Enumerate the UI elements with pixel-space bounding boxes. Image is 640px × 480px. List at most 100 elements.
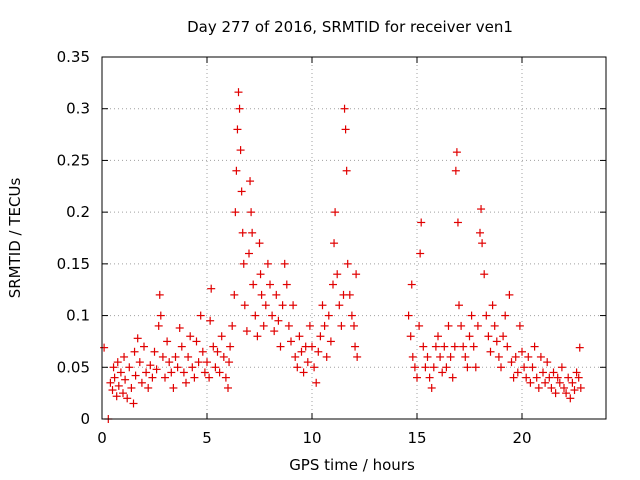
data-point [545,373,554,382]
data-point [112,392,121,401]
data-point [562,389,571,398]
data-point [133,334,142,343]
data-point [326,337,335,346]
data-point [494,352,503,361]
data-point [436,352,445,361]
data-point [473,321,482,330]
data-point [123,394,132,403]
data-point [246,177,255,186]
data-point [233,125,242,134]
data-point [293,363,302,372]
data-point [259,321,268,330]
data-point [524,352,533,361]
data-point [295,332,304,341]
data-point [455,301,463,310]
data-point [305,321,314,330]
data-point [194,358,203,367]
data-point [341,125,350,134]
data-point [198,347,207,356]
data-point [434,332,442,341]
data-point [438,368,447,377]
data-point [461,352,470,361]
data-point [144,383,153,392]
data-point [429,363,438,372]
y-tick-label: 0 [80,410,90,428]
data-point [560,383,568,392]
chart-title: Day 277 of 2016, SRMTID for receiver ven… [187,18,513,36]
data-point [130,347,139,356]
y-tick-label: 0.15 [57,255,90,273]
data-point [261,301,270,310]
data-point [272,290,281,299]
data-point [148,373,157,382]
data-point [256,270,265,279]
data-point [477,205,486,214]
data-point [251,311,260,320]
data-point [322,352,331,361]
data-point [530,342,539,351]
data-point [511,352,520,361]
data-point [161,373,169,382]
data-point [342,166,351,175]
data-point [541,378,550,387]
data-point [110,373,119,382]
data-point [146,361,155,370]
data-point [230,290,239,299]
data-point [209,342,218,351]
data-point [282,280,291,289]
data-point [463,363,472,372]
data-point [142,368,151,377]
data-point [278,301,287,310]
data-point [446,352,455,361]
data-point [284,321,293,330]
data-point [331,208,340,217]
data-point [543,358,552,367]
data-point [444,321,453,330]
data-point [337,321,346,330]
data-point [156,311,165,320]
data-point [239,259,248,268]
data-point [120,352,129,361]
data-point [555,378,564,387]
data-point [490,321,499,330]
data-point [406,332,415,341]
x-tick-label: 20 [512,429,531,447]
data-point [507,358,516,367]
data-point [127,383,136,392]
data-point [404,311,413,320]
data-point [320,321,329,330]
data-point [137,378,146,387]
data-point [410,363,419,372]
data-point [167,368,176,377]
data-point [568,378,577,387]
data-point [574,373,583,382]
data-point [266,280,274,289]
data-point [340,104,349,113]
data-point [480,270,489,279]
data-point [268,311,277,320]
data-point [488,301,497,310]
y-tick-label: 0.25 [57,151,90,169]
data-point [557,363,566,372]
data-point [238,228,247,237]
data-point [415,321,424,330]
data-point [140,342,148,351]
x-tick-label: 15 [407,429,426,447]
data-point [234,88,243,97]
data-point [221,373,230,382]
data-point [224,383,232,392]
data-point [135,358,144,367]
data-point [448,373,457,382]
data-point [106,378,115,387]
data-point [431,342,440,351]
data-point [299,368,308,377]
data-point [324,311,333,320]
data-point [235,104,244,113]
data-point [575,343,584,352]
data-point [534,383,543,392]
data-point [192,337,201,346]
data-point [329,280,337,289]
data-point [121,375,130,384]
data-point [190,373,199,382]
data-point [452,148,461,157]
